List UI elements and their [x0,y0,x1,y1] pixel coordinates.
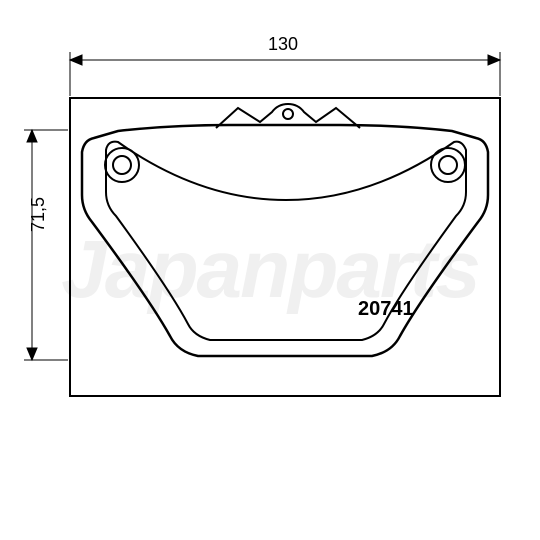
part-number-label: 20741 [358,298,414,321]
right-mounting-hole [431,148,465,182]
width-dimension-label: 130 [268,34,298,55]
outer-frame [70,98,500,396]
left-mounting-hole [105,148,139,182]
height-dimension-label: 71,5 [28,197,49,232]
left-dimension [24,130,68,360]
drawing-svg [0,0,540,540]
top-dimension [70,52,500,96]
